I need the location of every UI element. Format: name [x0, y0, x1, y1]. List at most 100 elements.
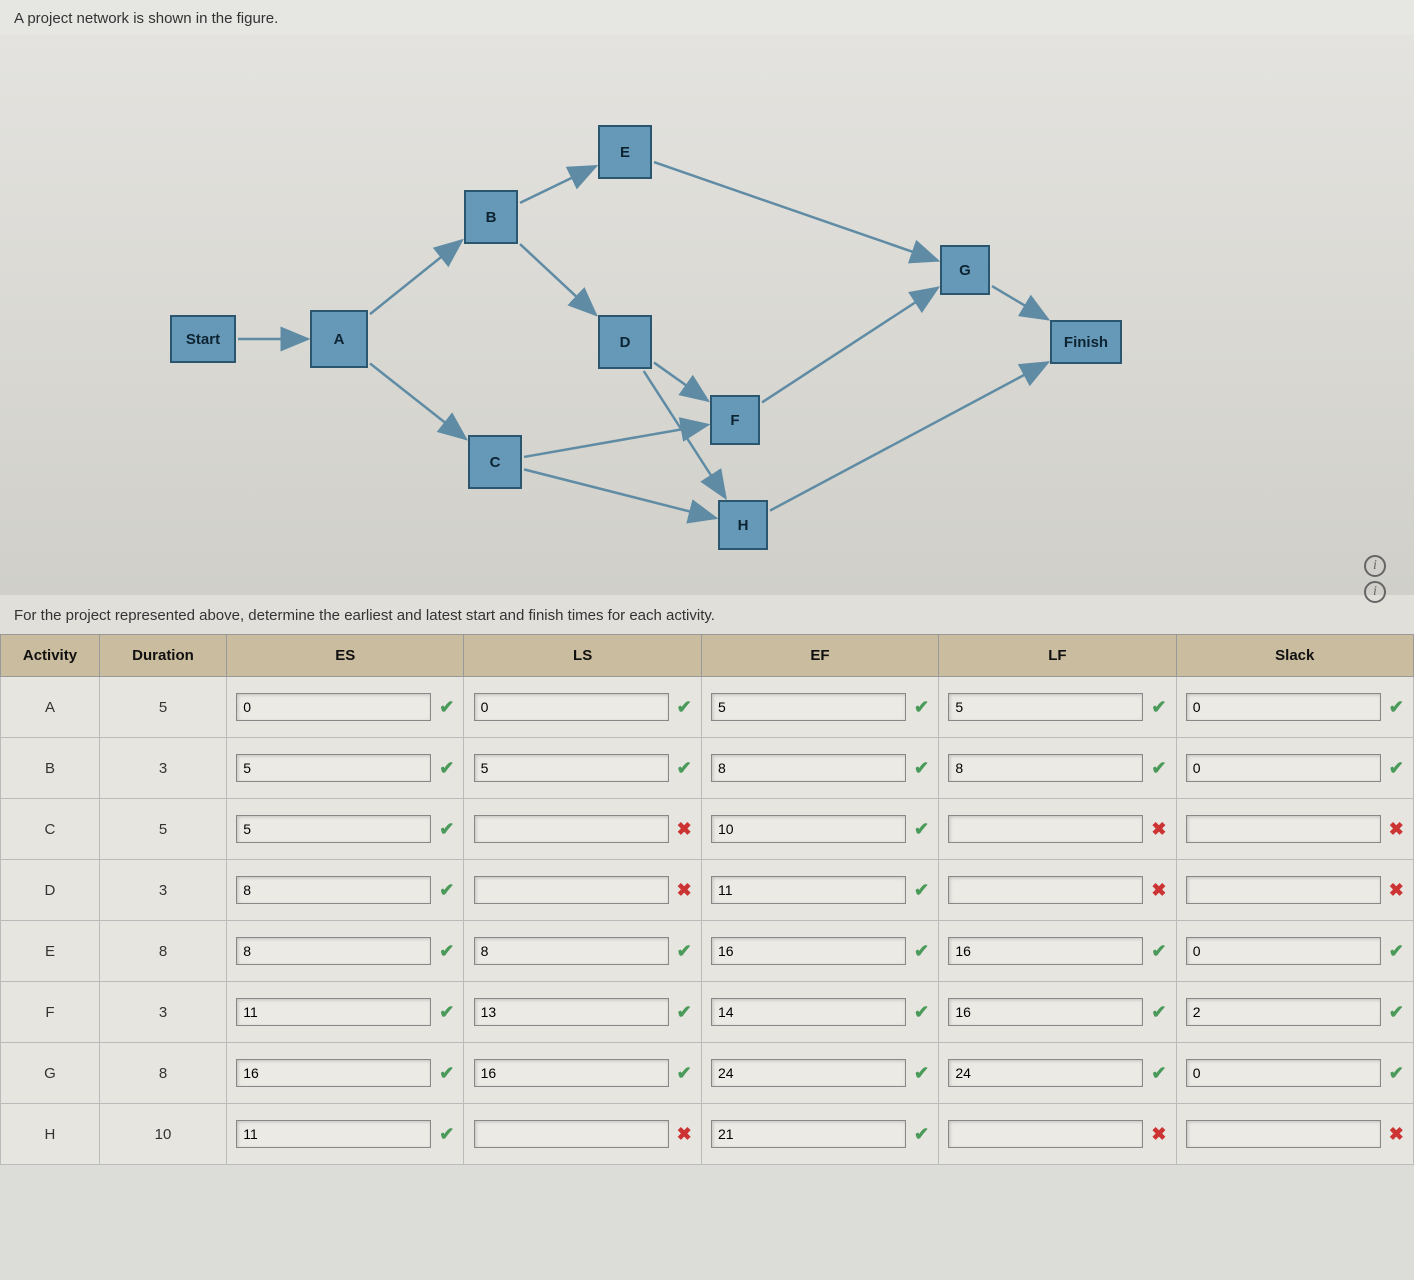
es-input[interactable]	[236, 1059, 431, 1087]
cell-es: ✔	[227, 738, 464, 799]
col-header-lf: LF	[939, 635, 1176, 677]
cell-lf: ✔	[939, 677, 1176, 738]
node-e: E	[598, 125, 652, 179]
node-finish: Finish	[1050, 320, 1122, 364]
lf-input[interactable]	[948, 998, 1143, 1026]
cell-ls: ✔	[464, 677, 701, 738]
slack-input[interactable]	[1186, 1120, 1381, 1148]
cell-ls: ✖	[464, 860, 701, 921]
check-icon: ✔	[914, 1124, 929, 1145]
slack-input[interactable]	[1186, 693, 1381, 721]
ef-input[interactable]	[711, 754, 906, 782]
cell-slack: ✔	[1176, 1043, 1413, 1104]
es-input[interactable]	[236, 876, 431, 904]
ef-input[interactable]	[711, 1120, 906, 1148]
cell-es: ✔	[227, 799, 464, 860]
cell-lf: ✖	[939, 860, 1176, 921]
edge-E-G	[654, 162, 938, 261]
cell-es: ✔	[227, 1104, 464, 1165]
cell-ef: ✔	[701, 677, 938, 738]
check-icon: ✔	[1389, 758, 1404, 779]
lf-input[interactable]	[948, 693, 1143, 721]
cell-ls: ✔	[464, 921, 701, 982]
table-row: H10✔✖✔✖✖	[1, 1104, 1414, 1165]
es-input[interactable]	[236, 693, 431, 721]
cell-ef: ✔	[701, 921, 938, 982]
check-icon: ✔	[677, 1063, 692, 1084]
cell-duration: 3	[99, 860, 226, 921]
ef-input[interactable]	[711, 1059, 906, 1087]
table-row: D3✔✖✔✖✖	[1, 860, 1414, 921]
lf-input[interactable]	[948, 937, 1143, 965]
node-a: A	[310, 310, 368, 368]
answer-table: ActivityDurationESLSEFLFSlack A5✔✔✔✔✔B3✔…	[0, 634, 1414, 1165]
edge-D-F	[654, 363, 708, 401]
ls-input[interactable]	[474, 998, 669, 1026]
cell-lf: ✖	[939, 1104, 1176, 1165]
cell-duration: 10	[99, 1104, 226, 1165]
check-icon: ✔	[439, 880, 454, 901]
cell-slack: ✖	[1176, 799, 1413, 860]
check-icon: ✔	[439, 697, 454, 718]
cross-icon: ✖	[677, 819, 692, 840]
edge-C-H	[524, 469, 716, 518]
ls-input[interactable]	[474, 876, 669, 904]
ef-input[interactable]	[711, 693, 906, 721]
cell-duration: 8	[99, 1043, 226, 1104]
cell-lf: ✔	[939, 982, 1176, 1043]
cell-activity: B	[1, 738, 100, 799]
node-c: C	[468, 435, 522, 489]
ls-input[interactable]	[474, 754, 669, 782]
table-row: C5✔✖✔✖✖	[1, 799, 1414, 860]
check-icon: ✔	[439, 1002, 454, 1023]
check-icon: ✔	[914, 941, 929, 962]
table-row: F3✔✔✔✔✔	[1, 982, 1414, 1043]
ef-input[interactable]	[711, 815, 906, 843]
es-input[interactable]	[236, 998, 431, 1026]
lf-input[interactable]	[948, 1059, 1143, 1087]
lf-input[interactable]	[948, 876, 1143, 904]
cell-lf: ✔	[939, 1043, 1176, 1104]
cell-slack: ✖	[1176, 860, 1413, 921]
table-row: B3✔✔✔✔✔	[1, 738, 1414, 799]
slack-input[interactable]	[1186, 876, 1381, 904]
info-icon[interactable]: i	[1364, 555, 1386, 577]
check-icon: ✔	[439, 819, 454, 840]
check-icon: ✔	[1389, 1063, 1404, 1084]
cell-es: ✔	[227, 982, 464, 1043]
node-h: H	[718, 500, 768, 550]
node-b: B	[464, 190, 518, 244]
ls-input[interactable]	[474, 1120, 669, 1148]
slack-input[interactable]	[1186, 754, 1381, 782]
ls-input[interactable]	[474, 937, 669, 965]
lf-input[interactable]	[948, 754, 1143, 782]
lf-input[interactable]	[948, 815, 1143, 843]
es-input[interactable]	[236, 815, 431, 843]
ef-input[interactable]	[711, 998, 906, 1026]
lf-input[interactable]	[948, 1120, 1143, 1148]
ef-input[interactable]	[711, 937, 906, 965]
ls-input[interactable]	[474, 693, 669, 721]
cell-ef: ✔	[701, 799, 938, 860]
es-input[interactable]	[236, 754, 431, 782]
ls-input[interactable]	[474, 1059, 669, 1087]
table-row: G8✔✔✔✔✔	[1, 1043, 1414, 1104]
es-input[interactable]	[236, 937, 431, 965]
cell-ls: ✖	[464, 1104, 701, 1165]
ef-input[interactable]	[711, 876, 906, 904]
slack-input[interactable]	[1186, 937, 1381, 965]
slack-input[interactable]	[1186, 815, 1381, 843]
cell-es: ✔	[227, 677, 464, 738]
es-input[interactable]	[236, 1120, 431, 1148]
check-icon: ✔	[914, 1063, 929, 1084]
cell-ls: ✔	[464, 1043, 701, 1104]
col-header-es: ES	[227, 635, 464, 677]
cell-ef: ✔	[701, 1104, 938, 1165]
slack-input[interactable]	[1186, 998, 1381, 1026]
edge-B-D	[520, 244, 596, 315]
ls-input[interactable]	[474, 815, 669, 843]
slack-input[interactable]	[1186, 1059, 1381, 1087]
cell-slack: ✔	[1176, 982, 1413, 1043]
cell-lf: ✔	[939, 921, 1176, 982]
info-icon[interactable]: i	[1364, 581, 1386, 603]
